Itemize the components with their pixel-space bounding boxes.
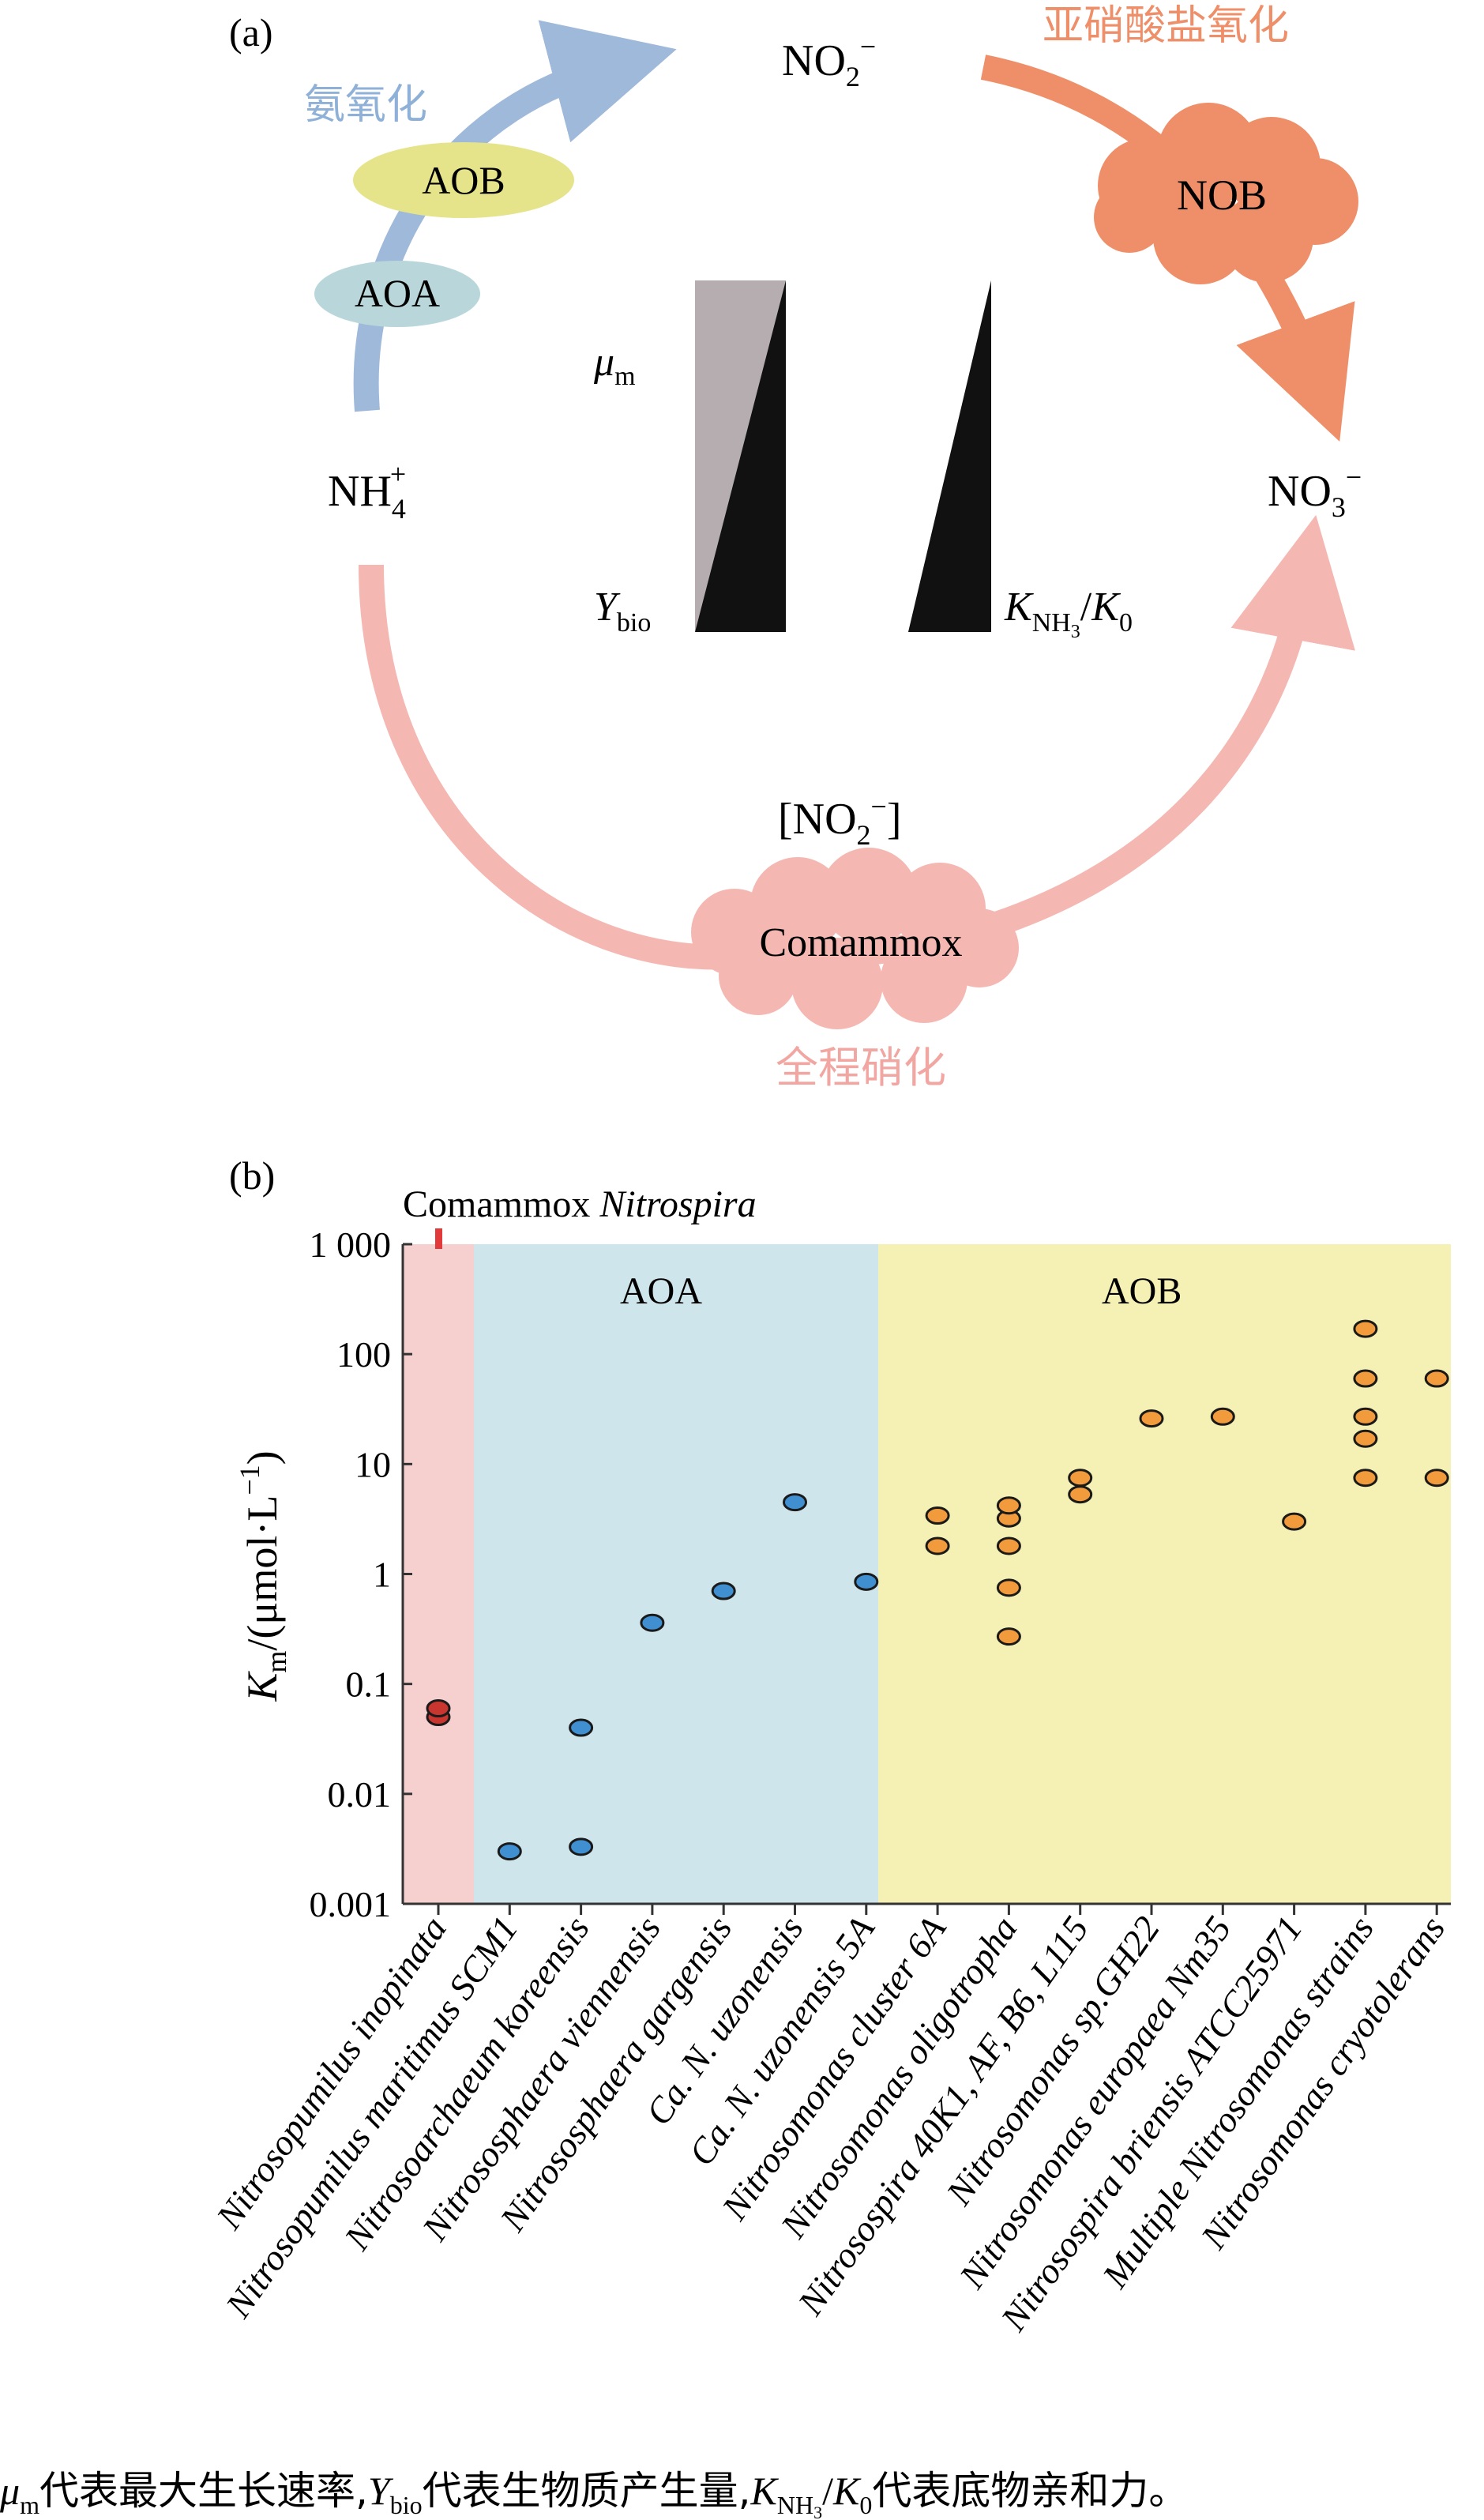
y-tick-label: 1 <box>373 1555 391 1595</box>
data-point <box>1210 1407 1235 1426</box>
y-tick-label: 10 <box>355 1444 391 1484</box>
comammox-label: Comammox <box>759 920 962 965</box>
ammonium-node: NH4+ <box>328 458 406 525</box>
data-point <box>1353 1319 1378 1338</box>
panel-b-label: (b) <box>229 1153 275 1198</box>
nitrate-node: NO3− <box>1268 461 1362 523</box>
aob-ellipse <box>353 142 574 218</box>
y-tick-label: 0.1 <box>346 1664 392 1705</box>
comammox-process-label: 全程硝化 <box>776 1043 946 1093</box>
data-point <box>1353 1469 1378 1488</box>
data-point <box>996 1496 1021 1515</box>
data-point <box>640 1613 665 1632</box>
y-tick-label: 0.01 <box>328 1774 392 1815</box>
data-point <box>925 1506 950 1525</box>
data-point <box>1353 1369 1378 1388</box>
data-point <box>569 1718 594 1737</box>
data-point <box>1353 1407 1378 1426</box>
data-point <box>783 1493 807 1512</box>
aob-label: AOB <box>422 158 505 202</box>
band-aoa <box>474 1244 878 1904</box>
figure-caption: μm代表最大生长速率,Ybio代表生物质产生量,KNH3/K0代表底物亲和力。 <box>0 2468 1188 2520</box>
data-point <box>1068 1485 1093 1504</box>
comammox-cloud <box>691 848 1019 1029</box>
aob-group-label: AOB <box>1102 1270 1182 1312</box>
data-point <box>569 1837 594 1856</box>
nob-label: NOB <box>1177 171 1267 219</box>
y-axis-label: Km/(μmol·L−1) <box>234 1450 292 1702</box>
substrate-affinity-symbol: KNH3/K0 <box>1004 585 1133 642</box>
data-points <box>426 1319 1449 1861</box>
wedge-substrate-affinity <box>908 280 991 632</box>
y-tick-label: 1 000 <box>310 1224 392 1265</box>
data-point <box>996 1578 1021 1597</box>
data-point <box>1353 1429 1378 1448</box>
panel-b: (b) Comammox Nitrospira AOA AOB 1 000100… <box>208 1153 1452 2338</box>
wedge-biomass-yield <box>695 280 786 632</box>
panel-a: (a) 氨氧化 AOB AOA NO2− 亚硝酸盐氧化 NOB NH4+ <box>229 2 1362 1093</box>
aoa-ellipse <box>314 261 480 327</box>
aoa-group-label: AOA <box>620 1270 702 1312</box>
data-point <box>996 1627 1021 1646</box>
biomass-yield-symbol: Ybio <box>594 585 651 638</box>
ammonia-oxidation-label: 氨氧化 <box>304 81 427 129</box>
growth-rate-symbol: μm <box>593 340 636 391</box>
nitrite-node: NO2− <box>782 31 876 92</box>
data-point <box>497 1842 522 1861</box>
data-point <box>1282 1512 1307 1531</box>
x-ticks <box>437 1904 1438 1915</box>
data-point <box>854 1572 879 1591</box>
comammox-nitrospira-label: Comammox Nitrospira <box>403 1183 757 1225</box>
data-point <box>1068 1469 1093 1488</box>
y-tick-label: 100 <box>336 1334 391 1375</box>
comammox-marker <box>435 1228 442 1249</box>
y-ticks: 1 000 100 10 1 0.1 0.01 0.001 <box>310 1224 412 1924</box>
panel-a-label: (a) <box>229 10 273 55</box>
data-point <box>996 1536 1021 1555</box>
data-point <box>1424 1369 1449 1388</box>
data-point <box>426 1699 451 1718</box>
nob-cloud <box>1094 103 1358 284</box>
nitrite-oxidation-label: 亚硝酸盐氧化 <box>1043 2 1289 50</box>
y-tick-label: 0.001 <box>310 1884 392 1924</box>
aoa-label: AOA <box>355 271 440 315</box>
band-comammox <box>403 1244 474 1904</box>
data-point <box>1424 1469 1449 1488</box>
x-category-label: Nitrosopumilus maritimus SCM1 <box>217 1909 525 2325</box>
nitrite-concentration: [NO2−] <box>778 791 902 851</box>
data-point <box>711 1582 736 1600</box>
data-point <box>1139 1409 1164 1428</box>
data-point <box>925 1536 950 1555</box>
band-aob <box>878 1244 1451 1904</box>
